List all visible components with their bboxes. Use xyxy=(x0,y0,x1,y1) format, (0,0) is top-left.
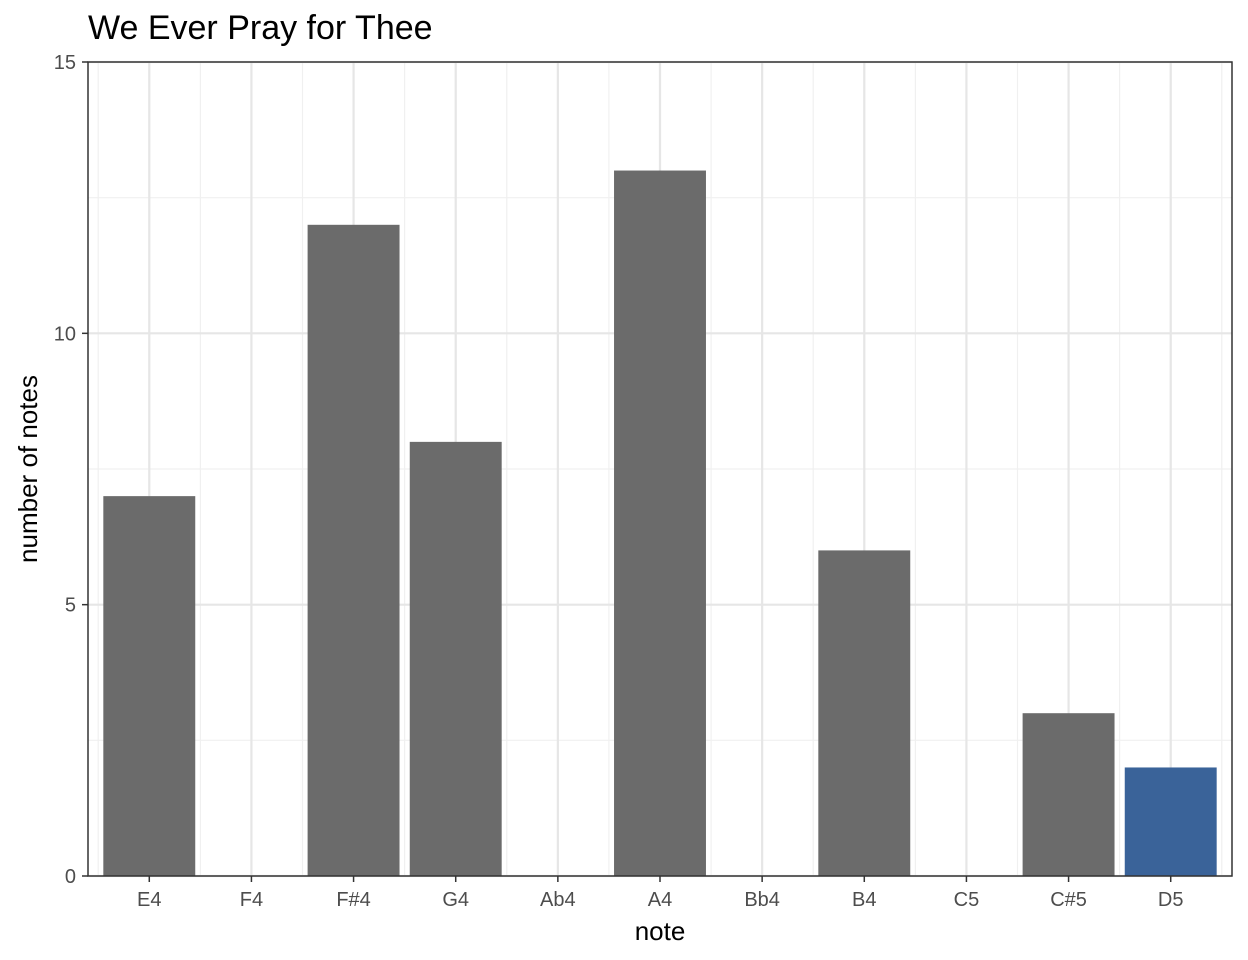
x-tick-label: A4 xyxy=(648,889,672,911)
y-axis-title: number of notes xyxy=(13,375,43,563)
x-tick-label: B4 xyxy=(852,889,876,911)
x-tick-label: F4 xyxy=(240,889,263,911)
y-tick-label: 0 xyxy=(65,866,76,888)
bar-B4 xyxy=(818,550,911,876)
bars xyxy=(103,170,1217,877)
chart-title: We Ever Pray for Thee xyxy=(88,9,433,47)
x-tick-label: G4 xyxy=(442,889,469,911)
y-tick-label: 15 xyxy=(54,52,76,74)
x-tick-label: E4 xyxy=(137,889,161,911)
bar-E4 xyxy=(103,496,196,876)
x-tick-label: Ab4 xyxy=(540,889,576,911)
x-axis-title: note xyxy=(635,916,686,946)
bar-G4 xyxy=(409,441,502,876)
y-axis: 0 5 10 15 xyxy=(54,52,88,888)
bar-A4 xyxy=(614,170,706,877)
x-axis: E4 F4 F#4 G4 Ab4 A4 Bb4 B4 C5 C#5 D5 xyxy=(137,876,1184,911)
bar-F#4 xyxy=(307,224,400,877)
x-tick-label: Bb4 xyxy=(744,889,780,911)
y-tick-label: 10 xyxy=(54,323,76,345)
x-tick-label: C5 xyxy=(954,889,980,911)
y-tick-label: 5 xyxy=(65,595,76,617)
x-tick-label: C#5 xyxy=(1050,889,1087,911)
bar-C#5 xyxy=(1022,713,1115,876)
x-tick-label: F#4 xyxy=(336,889,370,911)
x-tick-label: D5 xyxy=(1158,889,1184,911)
bar-D5 xyxy=(1124,767,1217,876)
